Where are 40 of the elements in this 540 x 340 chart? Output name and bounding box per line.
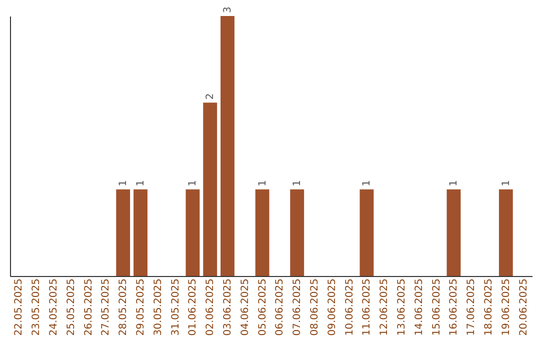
data-label: 1 — [292, 180, 304, 186]
data-label: 1 — [118, 180, 130, 186]
x-tick-label: 27.05.2025 — [100, 278, 112, 336]
x-tick-label: 17.06.2025 — [466, 278, 478, 336]
x-tick-label: 26.05.2025 — [83, 278, 94, 336]
x-tick-label: 04.06.2025 — [240, 278, 251, 336]
data-label: 1 — [257, 180, 268, 186]
x-tick-label: 30.05.2025 — [152, 278, 164, 336]
x-tick-label: 08.06.2025 — [310, 278, 320, 336]
x-tick-label: 16.06.2025 — [448, 278, 460, 336]
x-tick-label: 28.05.2025 — [118, 278, 130, 336]
x-tick-label: 14.06.2025 — [414, 278, 425, 336]
x-tick-label: 22.05.2025 — [14, 278, 25, 336]
x-tick-label: 19.06.2025 — [500, 278, 512, 336]
x-tick-label: 13.06.2025 — [396, 278, 408, 336]
x-tick-label: 11.06.2025 — [362, 278, 373, 336]
x-tick-label: 31.05.2025 — [170, 278, 182, 336]
data-label: 2 — [205, 93, 216, 100]
x-tick-label: 23.05.2025 — [31, 278, 42, 336]
data-label: 1 — [136, 180, 146, 186]
x-tick-label: 06.06.2025 — [274, 278, 286, 336]
x-tick-label: 25.05.2025 — [66, 278, 77, 336]
x-tick-label: 03.06.2025 — [222, 278, 234, 336]
x-tick-label: 01.06.2025 — [188, 278, 199, 336]
x-tick-label: 29.05.2025 — [136, 278, 146, 336]
data-label: 1 — [500, 180, 512, 186]
x-tick-label: 07.06.2025 — [292, 278, 304, 336]
x-tick-label: 05.06.2025 — [257, 278, 268, 336]
x-tick-label: 09.06.2025 — [326, 278, 338, 336]
data-label: 3 — [222, 6, 234, 13]
data-label: 1 — [448, 180, 460, 186]
x-tick-label: 15.06.2025 — [431, 278, 442, 336]
x-tick-label: 18.06.2025 — [484, 278, 494, 336]
data-label: 1 — [188, 180, 199, 186]
x-tick-label: 20.06.2025 — [518, 278, 530, 336]
x-tick-label: 02.06.2025 — [205, 278, 216, 336]
x-tick-label: 12.06.2025 — [379, 278, 390, 336]
x-tick-label: 10.06.2025 — [344, 278, 356, 336]
x-tick-label: 24.05.2025 — [48, 278, 60, 336]
data-label: 1 — [362, 180, 373, 186]
